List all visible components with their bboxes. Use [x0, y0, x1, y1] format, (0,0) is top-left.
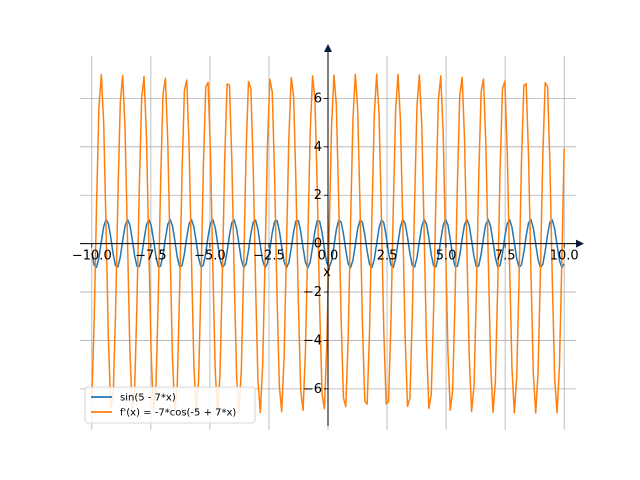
- y-tick-label: −4: [303, 333, 322, 348]
- x-tick-label: 0.0: [318, 249, 339, 264]
- y-tick-label: 0: [314, 237, 322, 252]
- x-axis-arrow: [576, 239, 584, 248]
- x-tick-label: −2.5: [253, 249, 285, 264]
- y-tick-label: −6: [303, 382, 322, 397]
- legend: sin(5 - 7*x) f'(x) = -7*cos(-5 + 7*x): [84, 386, 256, 424]
- x-tick-label: −10.0: [72, 249, 112, 264]
- x-tick-label: 5.0: [436, 249, 457, 264]
- ticks: −10.0 −7.5 −5.0 −2.5 0.0 2.5 5.0 7.5 10.0 −6 −4 −2 0…: [72, 91, 579, 396]
- y-tick-label: 4: [314, 140, 322, 155]
- x-tick-label: −7.5: [135, 249, 167, 264]
- x-tick-label: 2.5: [377, 249, 398, 264]
- x-axis-title: x: [323, 265, 331, 280]
- legend-label-1: sin(5 - 7*x): [120, 393, 176, 404]
- y-tick-label: −2: [303, 285, 322, 300]
- y-tick-label: 2: [314, 188, 322, 203]
- axes: [80, 44, 584, 426]
- x-tick-label: 7.5: [495, 249, 516, 264]
- x-tick-label: −5.0: [194, 249, 226, 264]
- x-tick-label: 10.0: [550, 249, 579, 264]
- legend-label-2: f'(x) = -7*cos(-5 + 7*x): [120, 408, 236, 419]
- y-axis-arrow: [324, 44, 332, 52]
- y-tick-label: 6: [314, 91, 322, 106]
- legend-box: [84, 386, 256, 424]
